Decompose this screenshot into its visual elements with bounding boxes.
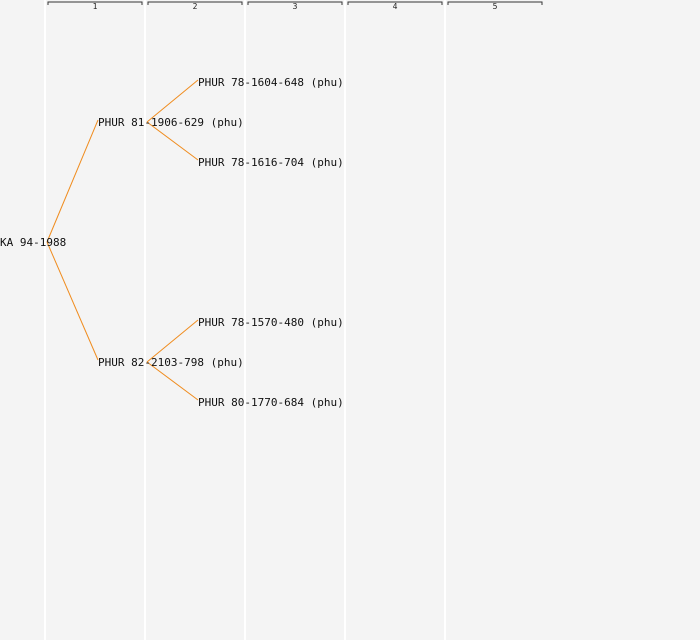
generation-bracket-5	[447, 1, 543, 5]
generation-label-2: 2	[193, 2, 198, 11]
node-label-p1b[interactable]: PHUR 78-1616-704 (phu)	[198, 156, 344, 169]
generation-label-3: 3	[293, 2, 298, 11]
generation-bracket-4	[347, 1, 443, 5]
node-label-p1[interactable]: PHUR 81-1906-629 (phu)	[98, 116, 244, 129]
node-label-p2b[interactable]: PHUR 80-1770-684 (phu)	[198, 396, 344, 409]
generation-bracket-2	[147, 1, 243, 5]
edge-root-p1	[46, 119, 99, 243]
generation-bracket-3	[247, 1, 343, 5]
node-label-p2a[interactable]: PHUR 78-1570-480 (phu)	[198, 316, 344, 329]
edge-p1-p1a	[146, 79, 199, 123]
edge-p1-p1b	[146, 121, 199, 161]
edge-root-p2	[46, 241, 99, 361]
generation-label-4: 4	[393, 2, 398, 11]
generation-label-1: 1	[93, 2, 98, 11]
generation-label-5: 5	[493, 2, 498, 11]
node-label-p1a[interactable]: PHUR 78-1604-648 (phu)	[198, 76, 344, 89]
edge-p2-p2a	[146, 319, 199, 363]
generation-bracket-1	[47, 1, 143, 5]
node-label-root[interactable]: KA 94-1988	[0, 236, 66, 249]
edge-p2-p2b	[146, 361, 199, 401]
node-label-p2[interactable]: PHUR 82-2103-798 (phu)	[98, 356, 244, 369]
